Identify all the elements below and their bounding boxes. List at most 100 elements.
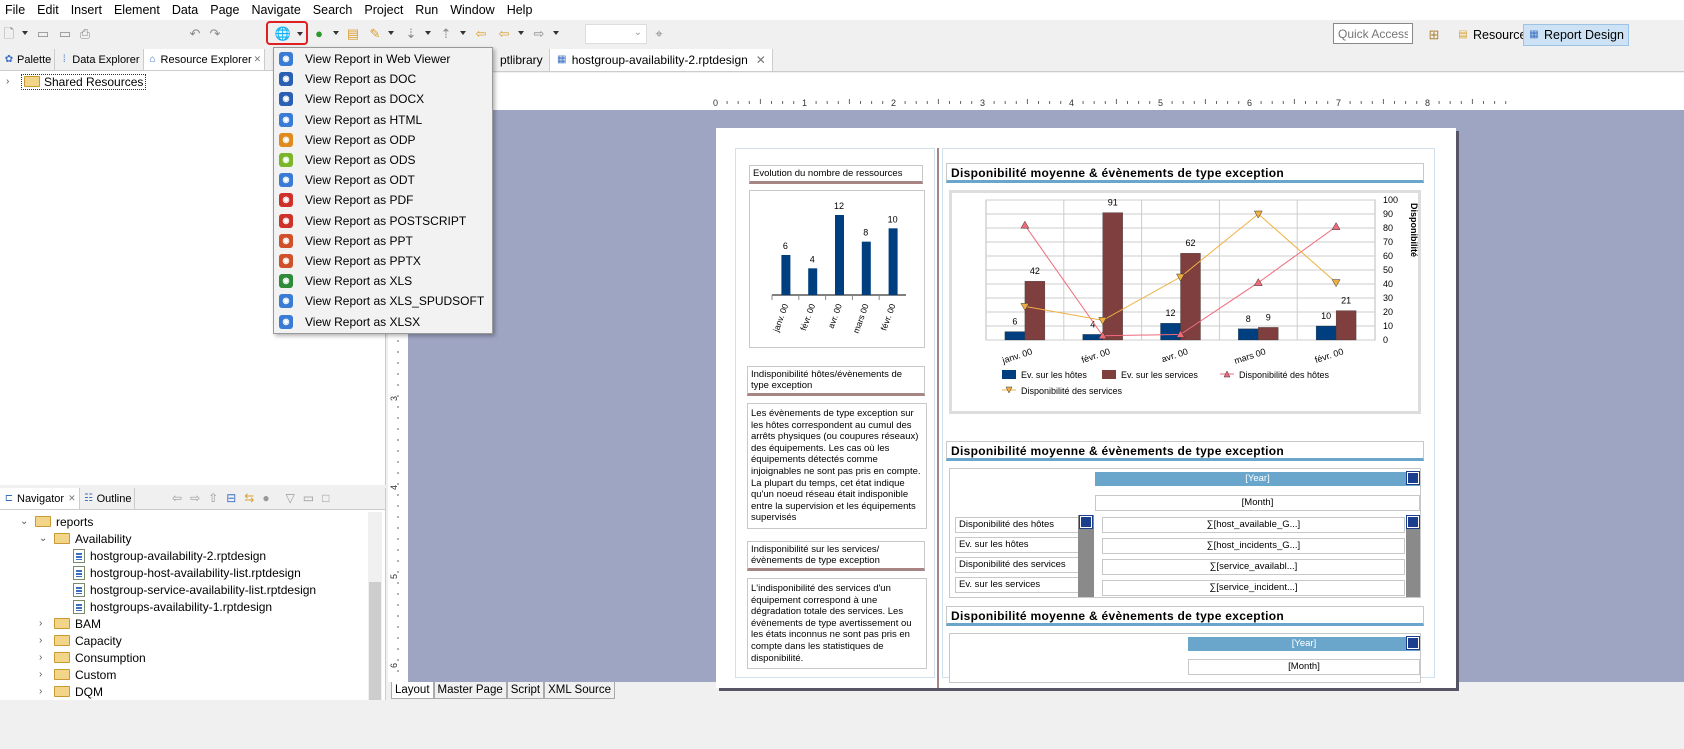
tree-item[interactable]: hostgroups-availability-1.rptdesign: [58, 598, 272, 615]
tab-data-explorer[interactable]: ⁞ Data Explorer: [55, 49, 144, 70]
next-annotation-dropdown-icon[interactable]: [425, 31, 431, 35]
availability-chart[interactable]: 0 10 20 30 40 50 60 70 80 90 100 Disponibilité 6 4 12 8…: [949, 190, 1421, 414]
crosstab-measure[interactable]: ∑[host_available_G...]: [1102, 517, 1405, 533]
tree-item-shared-resources[interactable]: › Shared Resources: [6, 73, 147, 90]
crosstab-month-header[interactable]: [Month]: [1188, 659, 1420, 675]
tree-item[interactable]: hostgroup-availability-2.rptdesign: [58, 547, 266, 564]
chevron-right-icon[interactable]: ›: [39, 635, 43, 646]
forward-icon[interactable]: ⇨: [190, 491, 201, 505]
menu-edit[interactable]: Edit: [37, 3, 59, 17]
crosstab-1[interactable]: [Year] [Month] Disponibilité des hôtes E…: [949, 468, 1421, 598]
crosstab-2[interactable]: [Year] [Month]: [949, 633, 1421, 683]
menu-item-view-report[interactable]: ◉ View Report as ODS: [274, 150, 492, 170]
tab-palette[interactable]: ✿ Palette: [0, 49, 56, 70]
menu-item-view-report[interactable]: ◉ View Report as POSTSCRIPT: [274, 211, 492, 231]
undo-icon[interactable]: ↶: [189, 26, 201, 41]
crosstab-year-header[interactable]: [Year]: [1188, 637, 1420, 651]
tree-item[interactable]: › DQM: [39, 683, 103, 700]
view-menu-icon[interactable]: ▽: [285, 491, 295, 505]
last-edit-icon[interactable]: ⇦: [475, 26, 487, 41]
menu-window[interactable]: Window: [450, 3, 495, 17]
new-dropdown-icon[interactable]: [22, 31, 28, 35]
left-header-hosts[interactable]: Indisponibilité hôtes/évènements de type…: [747, 366, 925, 396]
menu-help[interactable]: Help: [506, 3, 533, 17]
quick-access-input[interactable]: [1333, 23, 1413, 44]
crosstab-col-icon[interactable]: [1406, 515, 1420, 529]
crosstab-measure[interactable]: ∑[host_incidents_G...]: [1102, 538, 1405, 554]
section-title-crosstab-2[interactable]: Disponibilité moyenne & évènements de ty…: [946, 606, 1424, 626]
tree-item[interactable]: hostgroup-service-availability-list.rptd…: [58, 581, 316, 598]
run-dropdown-icon[interactable]: [333, 31, 339, 35]
crosstab-header-icon[interactable]: [1406, 636, 1420, 650]
prev-annotation-icon[interactable]: ⇡: [440, 26, 452, 41]
maximize-icon[interactable]: □: [322, 491, 330, 505]
menu-item-view-report[interactable]: ◉ View Report as PPT: [274, 231, 492, 251]
menu-project[interactable]: Project: [364, 3, 404, 17]
crosstab-row-label[interactable]: Disponibilité des services: [955, 557, 1080, 573]
run-icon[interactable]: ●: [315, 26, 323, 41]
prev-annotation-dropdown-icon[interactable]: [460, 31, 466, 35]
left-header-services[interactable]: Indisponibilité sur les services/ évènem…: [747, 540, 925, 571]
forward-icon[interactable]: ⇨: [533, 26, 545, 41]
tree-item[interactable]: › Custom: [39, 666, 116, 683]
close-icon[interactable]: ✕: [755, 53, 766, 67]
menu-file[interactable]: File: [5, 3, 26, 17]
menu-element[interactable]: Element: [113, 3, 160, 17]
chevron-down-icon[interactable]: ⌄: [39, 533, 48, 544]
menu-item-view-report[interactable]: ◉ View Report as ODT: [274, 170, 492, 190]
zoom-combo[interactable]: ⌄: [585, 24, 647, 44]
chevron-right-icon[interactable]: ›: [39, 652, 43, 663]
tree-item[interactable]: › Capacity: [39, 632, 122, 649]
hosts-description[interactable]: Les évènements de type exception sur les…: [747, 403, 927, 529]
crosstab-year-header[interactable]: [Year]: [1095, 472, 1420, 486]
chevron-right-icon[interactable]: ›: [6, 76, 10, 87]
tree-item[interactable]: ⌄ reports: [20, 513, 93, 530]
back-dropdown-icon[interactable]: [518, 31, 524, 35]
menu-item-view-report[interactable]: ◉ View Report in Web Viewer: [274, 49, 492, 69]
tab-outline[interactable]: ☷ Outline: [80, 488, 136, 509]
crosstab-measure[interactable]: ∑[service_availabl...]: [1102, 559, 1405, 575]
view-report-button[interactable]: 🌐: [266, 21, 308, 45]
open-perspective-icon[interactable]: ⊞: [1428, 27, 1440, 42]
menu-page[interactable]: Page: [210, 3, 240, 17]
tree-item[interactable]: hostgroup-host-availability-list.rptdesi…: [58, 564, 301, 581]
crosstab-measure[interactable]: ∑[service_incident...]: [1102, 580, 1405, 596]
crosstab-row-label[interactable]: Disponibilité des hôtes: [955, 517, 1080, 533]
next-annotation-icon[interactable]: ⇣: [405, 26, 417, 41]
edit-icon[interactable]: ✎: [369, 26, 381, 41]
crosstab-col-grip[interactable]: [1406, 515, 1420, 597]
chevron-right-icon[interactable]: ›: [39, 686, 43, 697]
tab-script[interactable]: Script: [506, 682, 545, 699]
left-header-resources[interactable]: Evolution du nombre de ressources: [749, 165, 923, 184]
crosstab-row-label[interactable]: Ev. sur les services: [955, 577, 1080, 593]
tab-master-page[interactable]: Master Page: [433, 682, 507, 699]
forward-dropdown-icon[interactable]: [553, 31, 559, 35]
close-icon[interactable]: ✕: [253, 54, 262, 64]
crosstab-month-header[interactable]: [Month]: [1095, 495, 1420, 511]
tab-resource-explorer[interactable]: ⌂ Resource Explorer ✕: [143, 49, 266, 70]
view-report-dropdown-icon[interactable]: [297, 32, 303, 36]
menu-item-view-report[interactable]: ◉ View Report as HTML: [274, 110, 492, 130]
filter-icon[interactable]: ●: [262, 491, 270, 505]
menu-insert[interactable]: Insert: [70, 3, 102, 17]
tree-item[interactable]: ⌄ Availability: [39, 530, 131, 547]
menu-data[interactable]: Data: [171, 3, 199, 17]
chevron-down-icon[interactable]: ⌄: [20, 516, 29, 527]
menu-item-view-report[interactable]: ◉ View Report as XLS: [274, 271, 492, 291]
editor-tab[interactable]: ptlibrary: [388, 49, 550, 71]
menu-item-view-report[interactable]: ◉ View Report as PPTX: [274, 251, 492, 271]
tree-item[interactable]: › Consumption: [39, 649, 146, 666]
crosstab-row-icon[interactable]: [1079, 515, 1093, 529]
menu-item-view-report[interactable]: ◉ View Report as PDF: [274, 190, 492, 210]
section-title-crosstab-1[interactable]: Disponibilité moyenne & évènements de ty…: [946, 441, 1424, 461]
chevron-right-icon[interactable]: ›: [39, 618, 43, 629]
print-icon[interactable]: ⎙: [79, 26, 91, 41]
menu-item-view-report[interactable]: ◉ View Report as DOC: [274, 69, 492, 89]
editor-tab[interactable]: ▦ hostgroup-availability-2.rptdesign ✕: [549, 49, 773, 71]
menu-item-view-report[interactable]: ◉ View Report as DOCX: [274, 89, 492, 109]
tab-layout[interactable]: Layout: [391, 682, 434, 699]
tab-navigator[interactable]: ⊏ Navigator ✕: [0, 488, 80, 509]
back-icon[interactable]: ⇦: [498, 26, 510, 41]
save-icon[interactable]: ▭: [36, 26, 50, 41]
chevron-right-icon[interactable]: ›: [39, 669, 43, 680]
